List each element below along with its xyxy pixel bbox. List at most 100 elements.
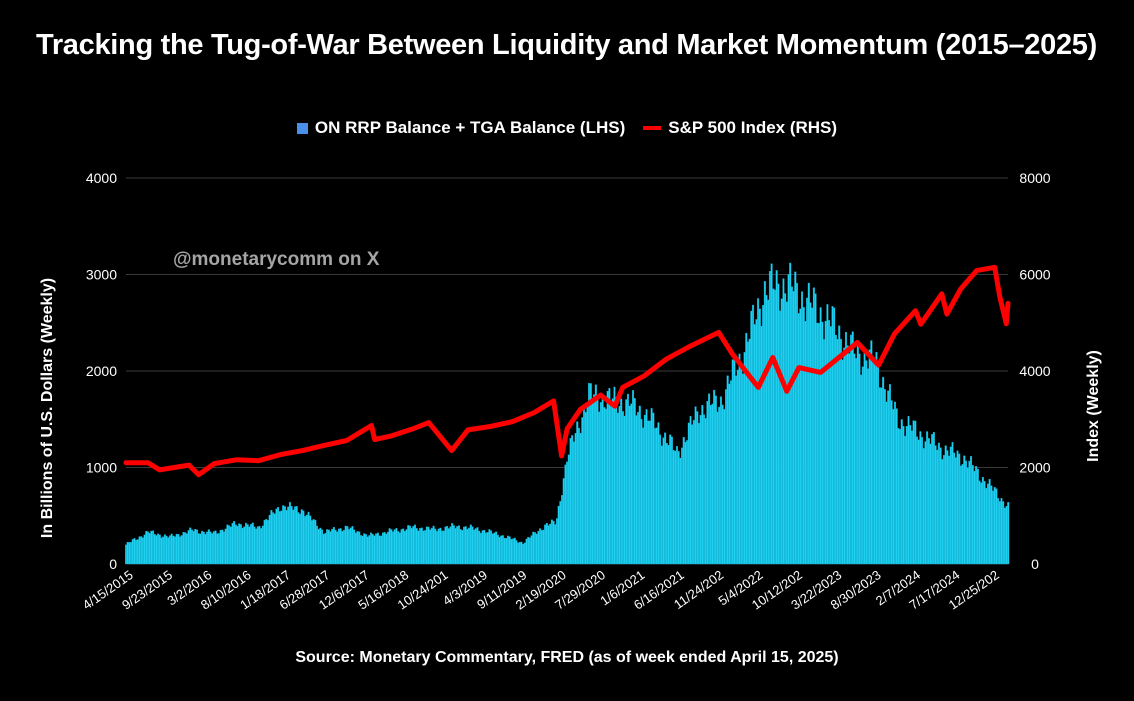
- bar: [850, 334, 853, 565]
- bar: [801, 291, 804, 565]
- bar: [439, 527, 442, 565]
- bar: [131, 539, 134, 565]
- bar: [469, 524, 472, 565]
- bar: [907, 416, 910, 565]
- bar: [949, 446, 952, 565]
- bar: [527, 537, 530, 565]
- bar: [802, 307, 805, 565]
- bar: [574, 433, 577, 565]
- bar: [365, 534, 367, 565]
- bar: [625, 399, 628, 565]
- bar: [571, 435, 574, 565]
- bar: [753, 324, 756, 565]
- bar: [515, 540, 518, 565]
- bar: [905, 425, 908, 565]
- bar: [408, 525, 411, 565]
- bar: [814, 293, 817, 565]
- bar: [919, 431, 922, 565]
- bar: [971, 465, 974, 565]
- bar: [733, 359, 736, 565]
- bar: [195, 529, 198, 565]
- bar: [559, 501, 562, 565]
- bar: [248, 526, 251, 565]
- bar: [706, 401, 709, 565]
- bar: [557, 505, 560, 565]
- bar: [206, 531, 209, 565]
- bar: [275, 508, 278, 565]
- bar: [941, 459, 944, 565]
- bar: [490, 530, 493, 565]
- bar: [250, 524, 253, 565]
- bar: [902, 425, 905, 565]
- bar: [209, 531, 212, 565]
- y-axis-left-title: In Billions of U.S. Dollars (Weekly): [39, 278, 56, 538]
- bar: [985, 487, 988, 565]
- bar: [762, 304, 765, 565]
- bar: [429, 529, 432, 565]
- bar: [718, 406, 721, 565]
- bar: [140, 536, 143, 565]
- bar: [366, 536, 369, 565]
- bar: [611, 398, 614, 565]
- bar: [260, 528, 263, 565]
- bar: [322, 533, 325, 565]
- bar: [664, 432, 667, 565]
- y2-tick-label: 2000: [1019, 460, 1050, 476]
- bar: [863, 350, 866, 565]
- bar: [212, 531, 215, 565]
- source-note: Source: Monetary Commentary, FRED (as of…: [295, 649, 839, 666]
- bar: [337, 528, 340, 565]
- bar: [447, 528, 450, 565]
- bar: [535, 533, 538, 565]
- bar: [476, 527, 479, 565]
- bar: [757, 298, 760, 565]
- bar: [353, 529, 356, 565]
- bar: [943, 455, 946, 565]
- bar: [256, 526, 259, 565]
- bar: [606, 391, 609, 565]
- bar: [643, 414, 646, 565]
- bar: [141, 537, 144, 565]
- bar: [346, 526, 349, 565]
- legend-item-liquidity: ON RRP Balance + TGA Balance (LHS): [296, 118, 625, 138]
- bar: [261, 525, 264, 565]
- bar: [809, 302, 812, 565]
- bar: [146, 531, 149, 565]
- bar: [654, 428, 657, 565]
- bar: [924, 441, 927, 565]
- bar: [300, 509, 303, 565]
- bar: [479, 532, 482, 565]
- bar: [207, 529, 210, 565]
- bar: [294, 506, 297, 565]
- y-axis-left-ticks: 0 1000 2000 3000 4000: [86, 170, 117, 572]
- bar: [569, 437, 572, 565]
- bar: [351, 526, 354, 565]
- bar: [836, 338, 839, 565]
- bar: [787, 274, 790, 565]
- bar: [914, 420, 917, 565]
- bar: [224, 528, 227, 565]
- bar: [937, 442, 940, 565]
- bar: [794, 271, 797, 565]
- bar: [648, 420, 651, 565]
- bar: [824, 320, 827, 565]
- bar: [561, 495, 564, 565]
- bar: [468, 527, 471, 565]
- bar: [150, 530, 153, 565]
- bar: [976, 468, 979, 565]
- bar: [456, 526, 459, 565]
- bar: [253, 526, 256, 565]
- bar: [520, 541, 523, 565]
- bar: [998, 501, 1001, 565]
- bar: [309, 515, 312, 565]
- bar: [875, 351, 878, 565]
- bar: [856, 344, 859, 565]
- bar: [894, 401, 896, 565]
- bar: [179, 536, 182, 565]
- bar: [843, 347, 846, 565]
- bar: [954, 457, 957, 565]
- bar: [540, 530, 543, 565]
- bar: [819, 307, 822, 565]
- y2-tick-label: 6000: [1019, 267, 1050, 283]
- bar: [534, 532, 537, 565]
